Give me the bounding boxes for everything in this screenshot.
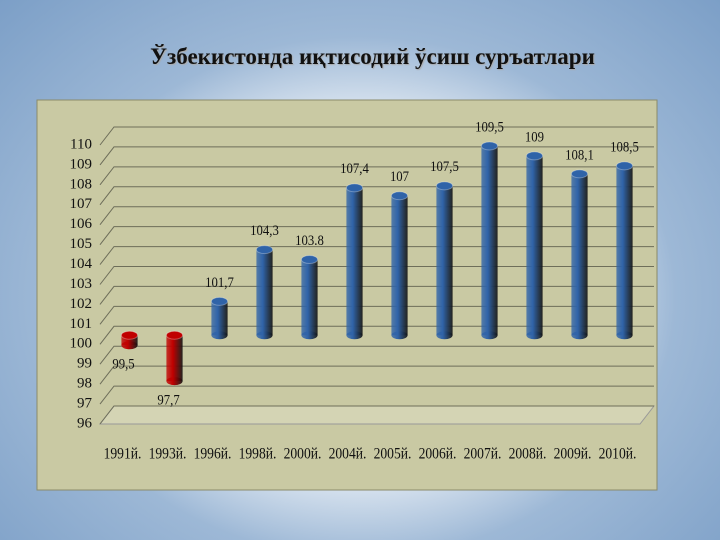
value-label: 99,5: [112, 357, 134, 373]
grid-line: [99, 266, 654, 285]
bar-top: [165, 330, 184, 340]
value-label: 107: [390, 169, 409, 185]
grid-line: [99, 206, 654, 226]
value-label: 101,7: [205, 275, 234, 291]
bar-top: [255, 245, 274, 255]
bar: [481, 145, 498, 336]
grid-line: [99, 146, 654, 166]
grid-line: [99, 285, 654, 305]
bar-top: [480, 141, 499, 151]
grid-line: [99, 186, 654, 206]
value-label: 108,5: [610, 139, 639, 155]
value-label: 104,3: [250, 223, 279, 239]
x-tick-label: 2000й.: [284, 446, 322, 463]
bar: [616, 165, 633, 336]
value-label: 97,7: [157, 393, 179, 409]
bar: [256, 249, 273, 336]
x-tick-label: 2006й.: [419, 446, 457, 463]
bar: [526, 155, 543, 336]
value-label: 108,1: [565, 147, 594, 163]
bar: [436, 185, 453, 336]
grid-line: [99, 385, 654, 405]
bar-top: [570, 169, 589, 179]
grid-line: [99, 246, 654, 265]
y-tick-label: 104: [70, 256, 93, 272]
bar-top: [525, 151, 544, 161]
bar: [166, 335, 183, 382]
y-tick-label: 108: [70, 176, 93, 192]
x-tick-label: 2009й.: [554, 446, 592, 463]
x-tick-label: 2007й.: [464, 446, 502, 463]
y-tick-label: 110: [70, 136, 92, 152]
grid-line: [99, 226, 654, 245]
bar: [391, 195, 408, 336]
bar-top: [615, 161, 634, 171]
y-tick-label: 102: [70, 296, 93, 312]
bar-top: [390, 191, 409, 201]
y-tick-label: 103: [70, 276, 93, 292]
value-label: 109,5: [475, 120, 504, 136]
grid-line: [99, 325, 654, 345]
value-label: 107,4: [340, 161, 369, 177]
x-tick-label: 1993й.: [149, 446, 187, 463]
grid-line: [99, 126, 654, 146]
y-tick-label: 105: [70, 236, 93, 252]
y-tick-label: 100: [70, 336, 93, 352]
y-tick-label: 98: [77, 376, 92, 392]
y-tick-label: 101: [70, 316, 93, 332]
bar-top: [300, 255, 319, 265]
x-tick-label: 1998й.: [239, 446, 277, 463]
bar-top: [210, 296, 229, 306]
bar: [346, 187, 363, 336]
grid-line: [99, 405, 654, 425]
y-tick-label: 99: [77, 356, 92, 372]
bar-top: [345, 183, 364, 193]
bar: [211, 301, 228, 336]
x-tick-label: 2004й.: [329, 446, 367, 463]
y-tick-label: 97: [77, 396, 93, 412]
x-tick-label: 2008й.: [509, 446, 547, 463]
y-tick-label: 109: [70, 156, 93, 172]
bar: [571, 173, 588, 336]
x-tick-label: 2010й.: [599, 446, 637, 463]
x-tick-label: 1991й.: [104, 446, 142, 463]
value-label: 103.8: [295, 233, 324, 249]
bar-top: [435, 181, 454, 191]
value-label: 107,5: [430, 159, 459, 175]
floor: [98, 405, 656, 425]
grid-line: [99, 305, 654, 325]
grid-line: [99, 166, 654, 186]
bar: [121, 335, 138, 346]
grid-line: [99, 365, 654, 385]
grid-line: [99, 345, 654, 365]
x-tick-label: 2005й.: [374, 446, 412, 463]
y-tick-label: 107: [70, 196, 93, 212]
y-tick-label: 106: [70, 216, 93, 232]
x-tick-label: 1996й.: [194, 446, 232, 463]
slide-title: Ўзбекистонда иқтисодий ўсиш суръатлари: [150, 44, 595, 69]
bar-top: [120, 330, 139, 340]
bar: [301, 259, 318, 336]
y-tick-label: 96: [77, 415, 93, 431]
value-label: 109: [525, 130, 544, 146]
